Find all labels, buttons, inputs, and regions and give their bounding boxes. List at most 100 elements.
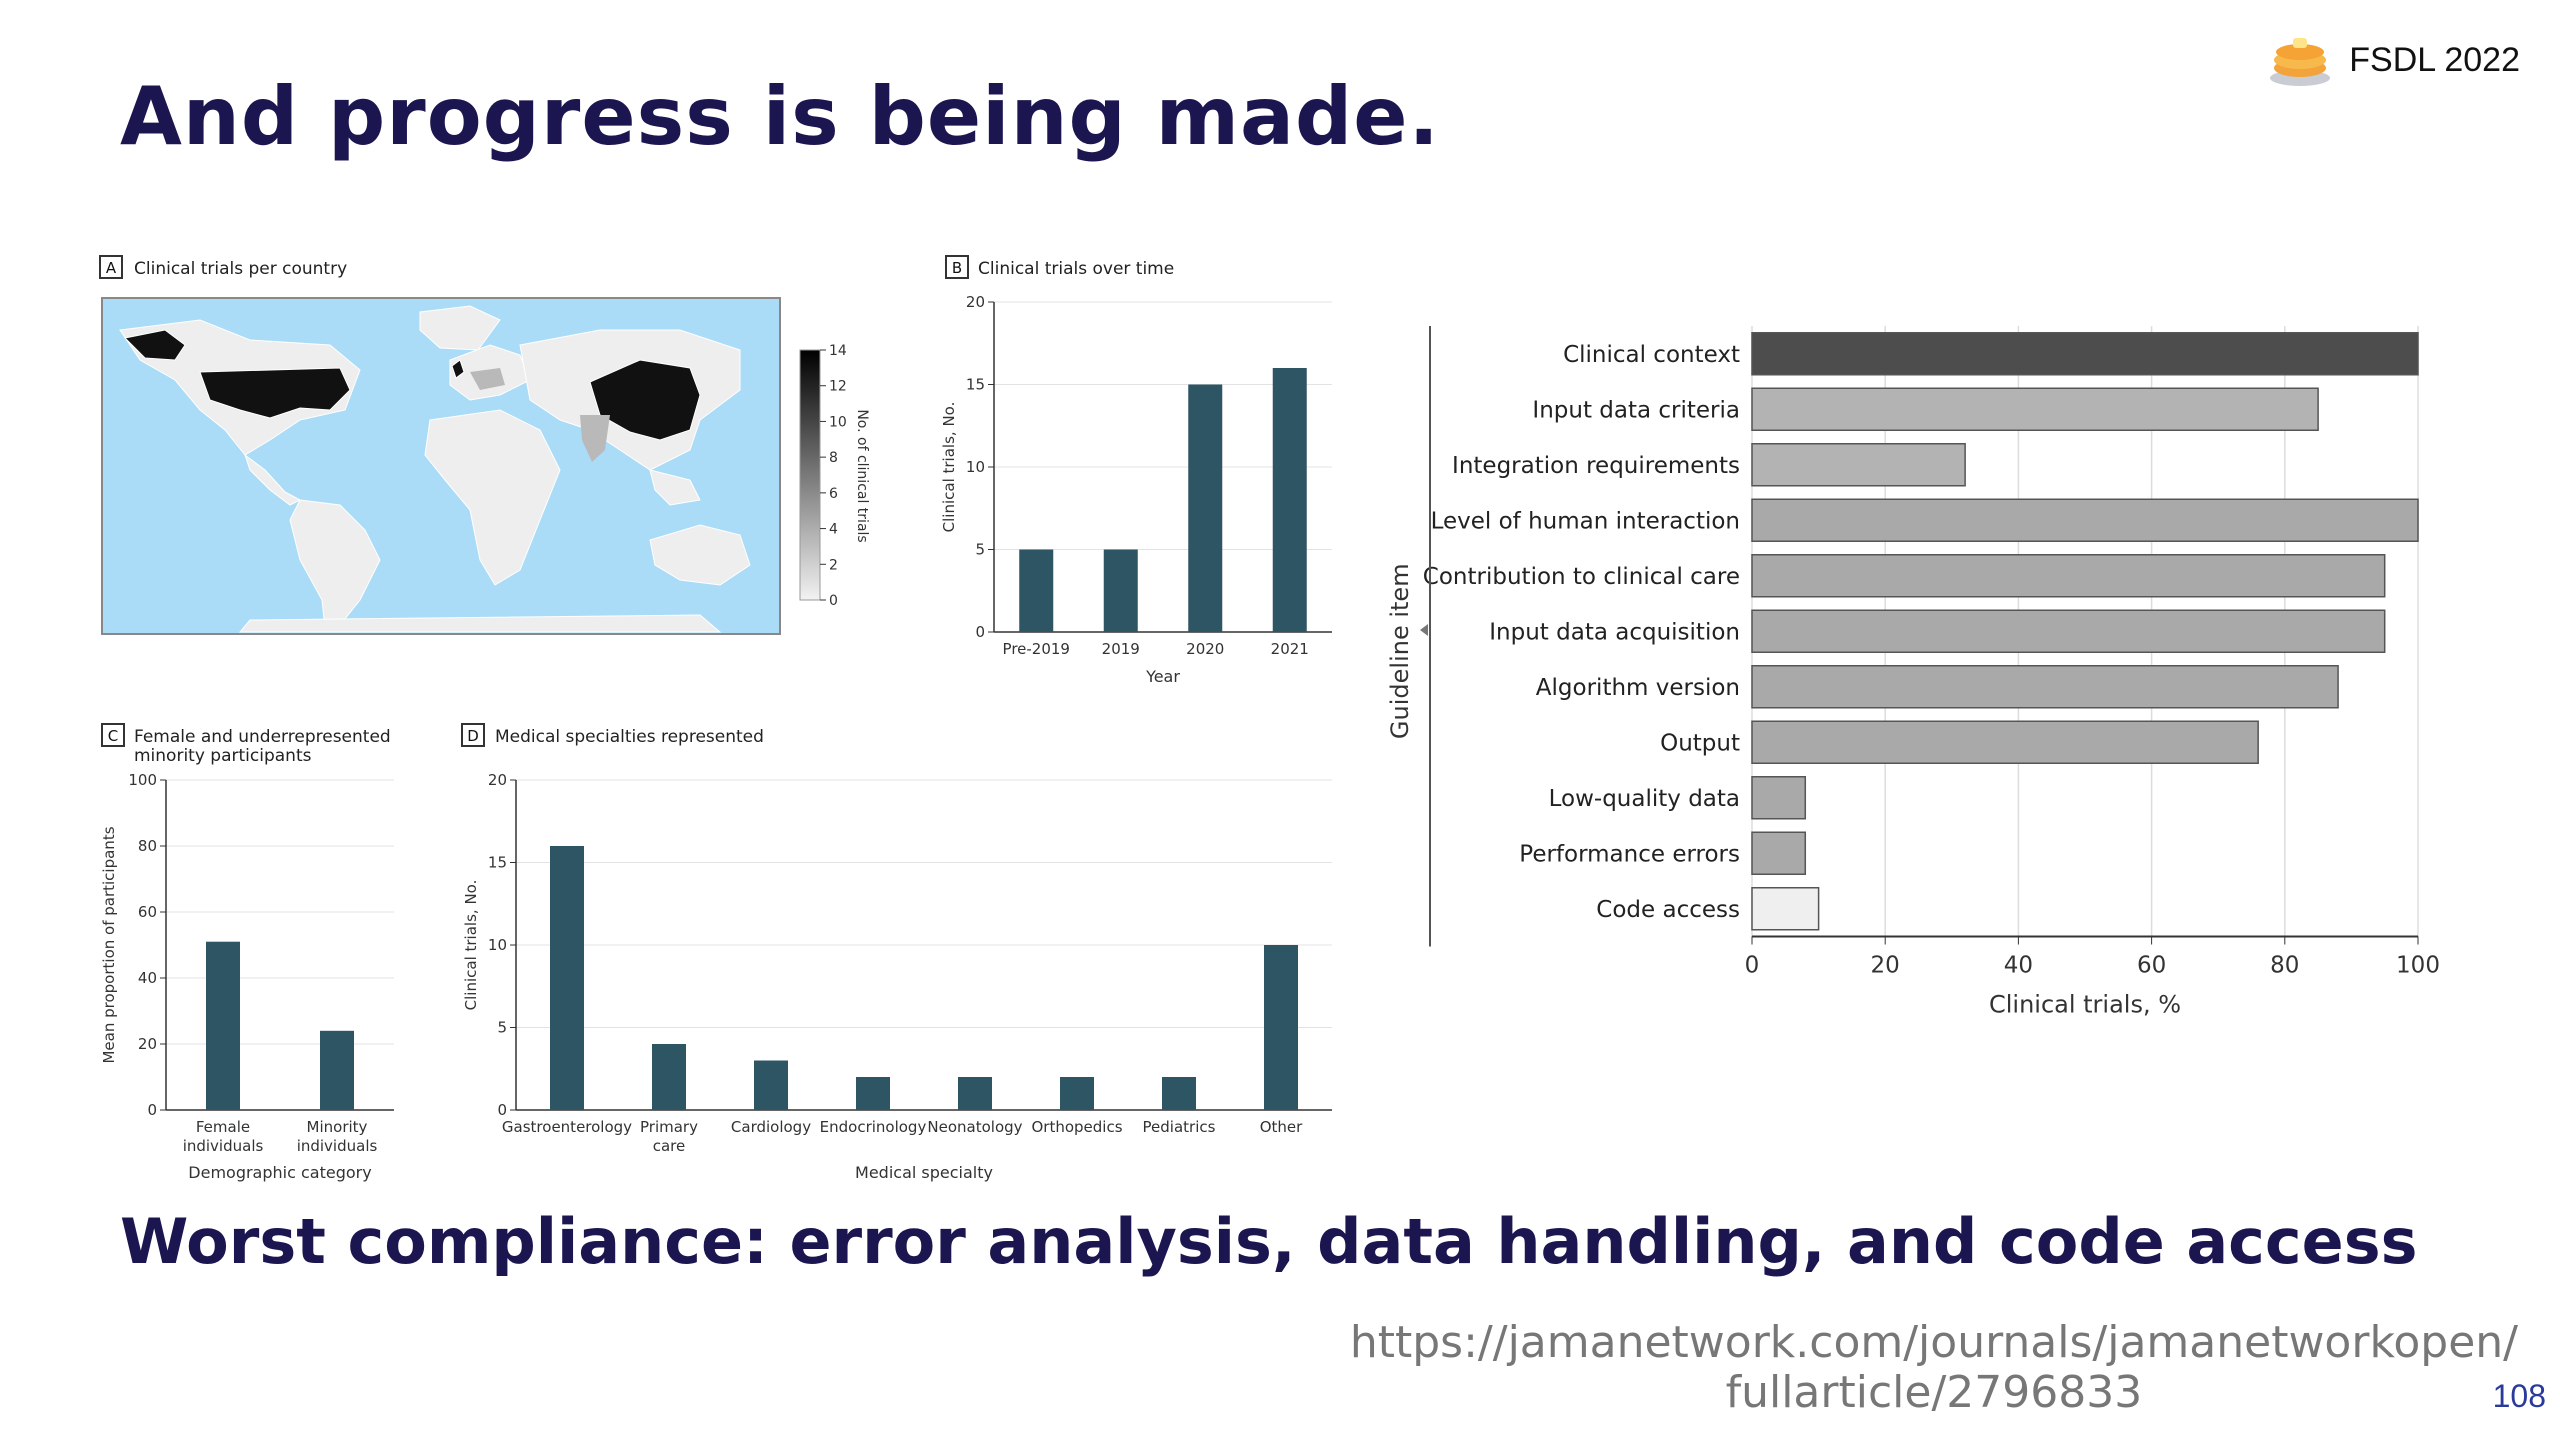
central-america-shape [244,453,302,506]
panel-b-title: Clinical trials over time [978,259,1174,279]
panel-d-letter: D [467,727,479,745]
y-tick-label: 80 [138,837,157,855]
y-tick-label: 5 [497,1019,507,1037]
x-axis-label: Year [1145,667,1180,686]
brand: FSDL 2022 [2267,32,2520,88]
colorbar-label: No. of clinical trials [854,409,870,542]
bar [856,1077,890,1110]
panel-a-letter-box [99,255,123,279]
alaska-shape [123,329,186,361]
y-tick-label: 0 [147,1101,157,1119]
china-shape [589,359,701,441]
y-tick-label: 20 [966,293,985,311]
x-tick-label: 2021 [1271,640,1309,658]
bar [1019,549,1054,632]
citation[interactable]: https://jamanetwork.com/journals/jamanet… [1350,1318,2518,1418]
map-light-highlights [470,368,610,462]
colorbar-tick-label: 6 [829,486,838,502]
panel-c-header: C Female and underrepresented minority p… [101,723,391,766]
y-axis-label: Clinical trials, No. [462,880,480,1011]
bar [652,1044,686,1110]
panel-b-header: B Clinical trials over time [945,255,1174,279]
bar [754,1060,788,1110]
colorbar [799,349,821,601]
x-tick-label: individuals [297,1137,378,1155]
x-tick-label: 100 [2396,953,2440,979]
category-label: Low-quality data [1549,786,1740,812]
y-tick-label: 10 [966,458,985,476]
x-tick-label: Neonatology [927,1118,1022,1136]
panel-a-letter: A [106,259,117,277]
y-tick-label: 0 [497,1101,507,1119]
bar [1751,332,2419,376]
bar [1751,665,2339,709]
category-label: Contribution to clinical care [1423,564,1740,590]
colorbar-tick-label: 14 [829,343,847,359]
y-tick-label: 15 [966,376,985,394]
colorbar-tick-label: 12 [829,379,847,395]
category-label: Clinical context [1563,342,1740,368]
x-tick-label: Gastroenterology [502,1118,632,1136]
y-tick-label: 20 [488,771,507,789]
x-tick-label: individuals [183,1137,264,1155]
bar [1751,443,1966,487]
bar [1272,368,1307,632]
category-label: Integration requirements [1452,453,1740,479]
x-tick-label: 40 [2004,953,2033,979]
bar [1103,549,1138,632]
y-tick-label: 10 [488,936,507,954]
slide-subtitle: Worst compliance: error analysis, data h… [120,1205,2418,1278]
y-axis-label: Mean proportion of participants [100,826,118,1063]
citation-line1[interactable]: https://jamanetwork.com/journals/jamanet… [1349,1317,2518,1368]
bar [320,1030,354,1110]
bar [1188,384,1223,632]
chart-c: 020406080100FemaleindividualsMinorityind… [100,771,394,1182]
panel-c-title-line2: minority participants [134,746,312,766]
x-axis-label: Medical specialty [855,1163,993,1182]
colorbar-tick-label: 2 [829,557,838,573]
bar [1751,554,2386,598]
bar [1751,720,2259,764]
colorbar-tick-label: 4 [829,522,838,538]
y-tick-label: 100 [128,771,157,789]
map-highlights [123,329,701,441]
bar [1751,387,2319,431]
india-shape [580,415,610,462]
x-tick-label: 80 [2270,953,2299,979]
category-label: Input data criteria [1532,397,1740,423]
bar [1751,831,1807,875]
bar [550,846,584,1110]
x-tick-label: 2019 [1102,640,1140,658]
y-tick-label: 60 [138,903,157,921]
citation-line2[interactable]: fullarticle/2796833 [1725,1367,2143,1418]
bar [958,1077,992,1110]
bar [1162,1077,1196,1110]
panel-c-title-line1: Female and underrepresented [134,727,391,747]
x-tick-label: Pediatrics [1143,1118,1216,1136]
y-tick-label: 40 [138,969,157,987]
colorbar-tick-label: 10 [829,414,847,430]
category-label: Output [1660,730,1740,756]
bar [1751,609,2386,653]
colorbar-tick-label: 0 [829,593,838,609]
panel-a: A Clinical trials per country [99,255,870,635]
panel-b-letter: B [952,259,962,277]
bar [206,941,240,1110]
category-label: Level of human interaction [1431,508,1740,534]
x-tick-label: Orthopedics [1031,1118,1122,1136]
brand-name: FSDL 2022 [2349,40,2520,79]
x-axis-label: Demographic category [188,1163,371,1182]
europe-highlight-shape [470,368,505,390]
y-tick-label: 0 [975,623,985,641]
y-axis-label: Clinical trials, No. [940,402,958,533]
antarctica-shape [238,614,722,633]
y-tick-label: 5 [975,541,985,559]
x-tick-label: 2020 [1186,640,1224,658]
category-label: Code access [1596,897,1740,923]
panel-c-letter: C [108,727,118,745]
colorbar-tick-label: 8 [829,450,838,466]
panel-d-title: Medical specialties represented [495,727,764,747]
x-tick-label: Other [1260,1118,1303,1136]
x-tick-label: 20 [1871,953,1900,979]
